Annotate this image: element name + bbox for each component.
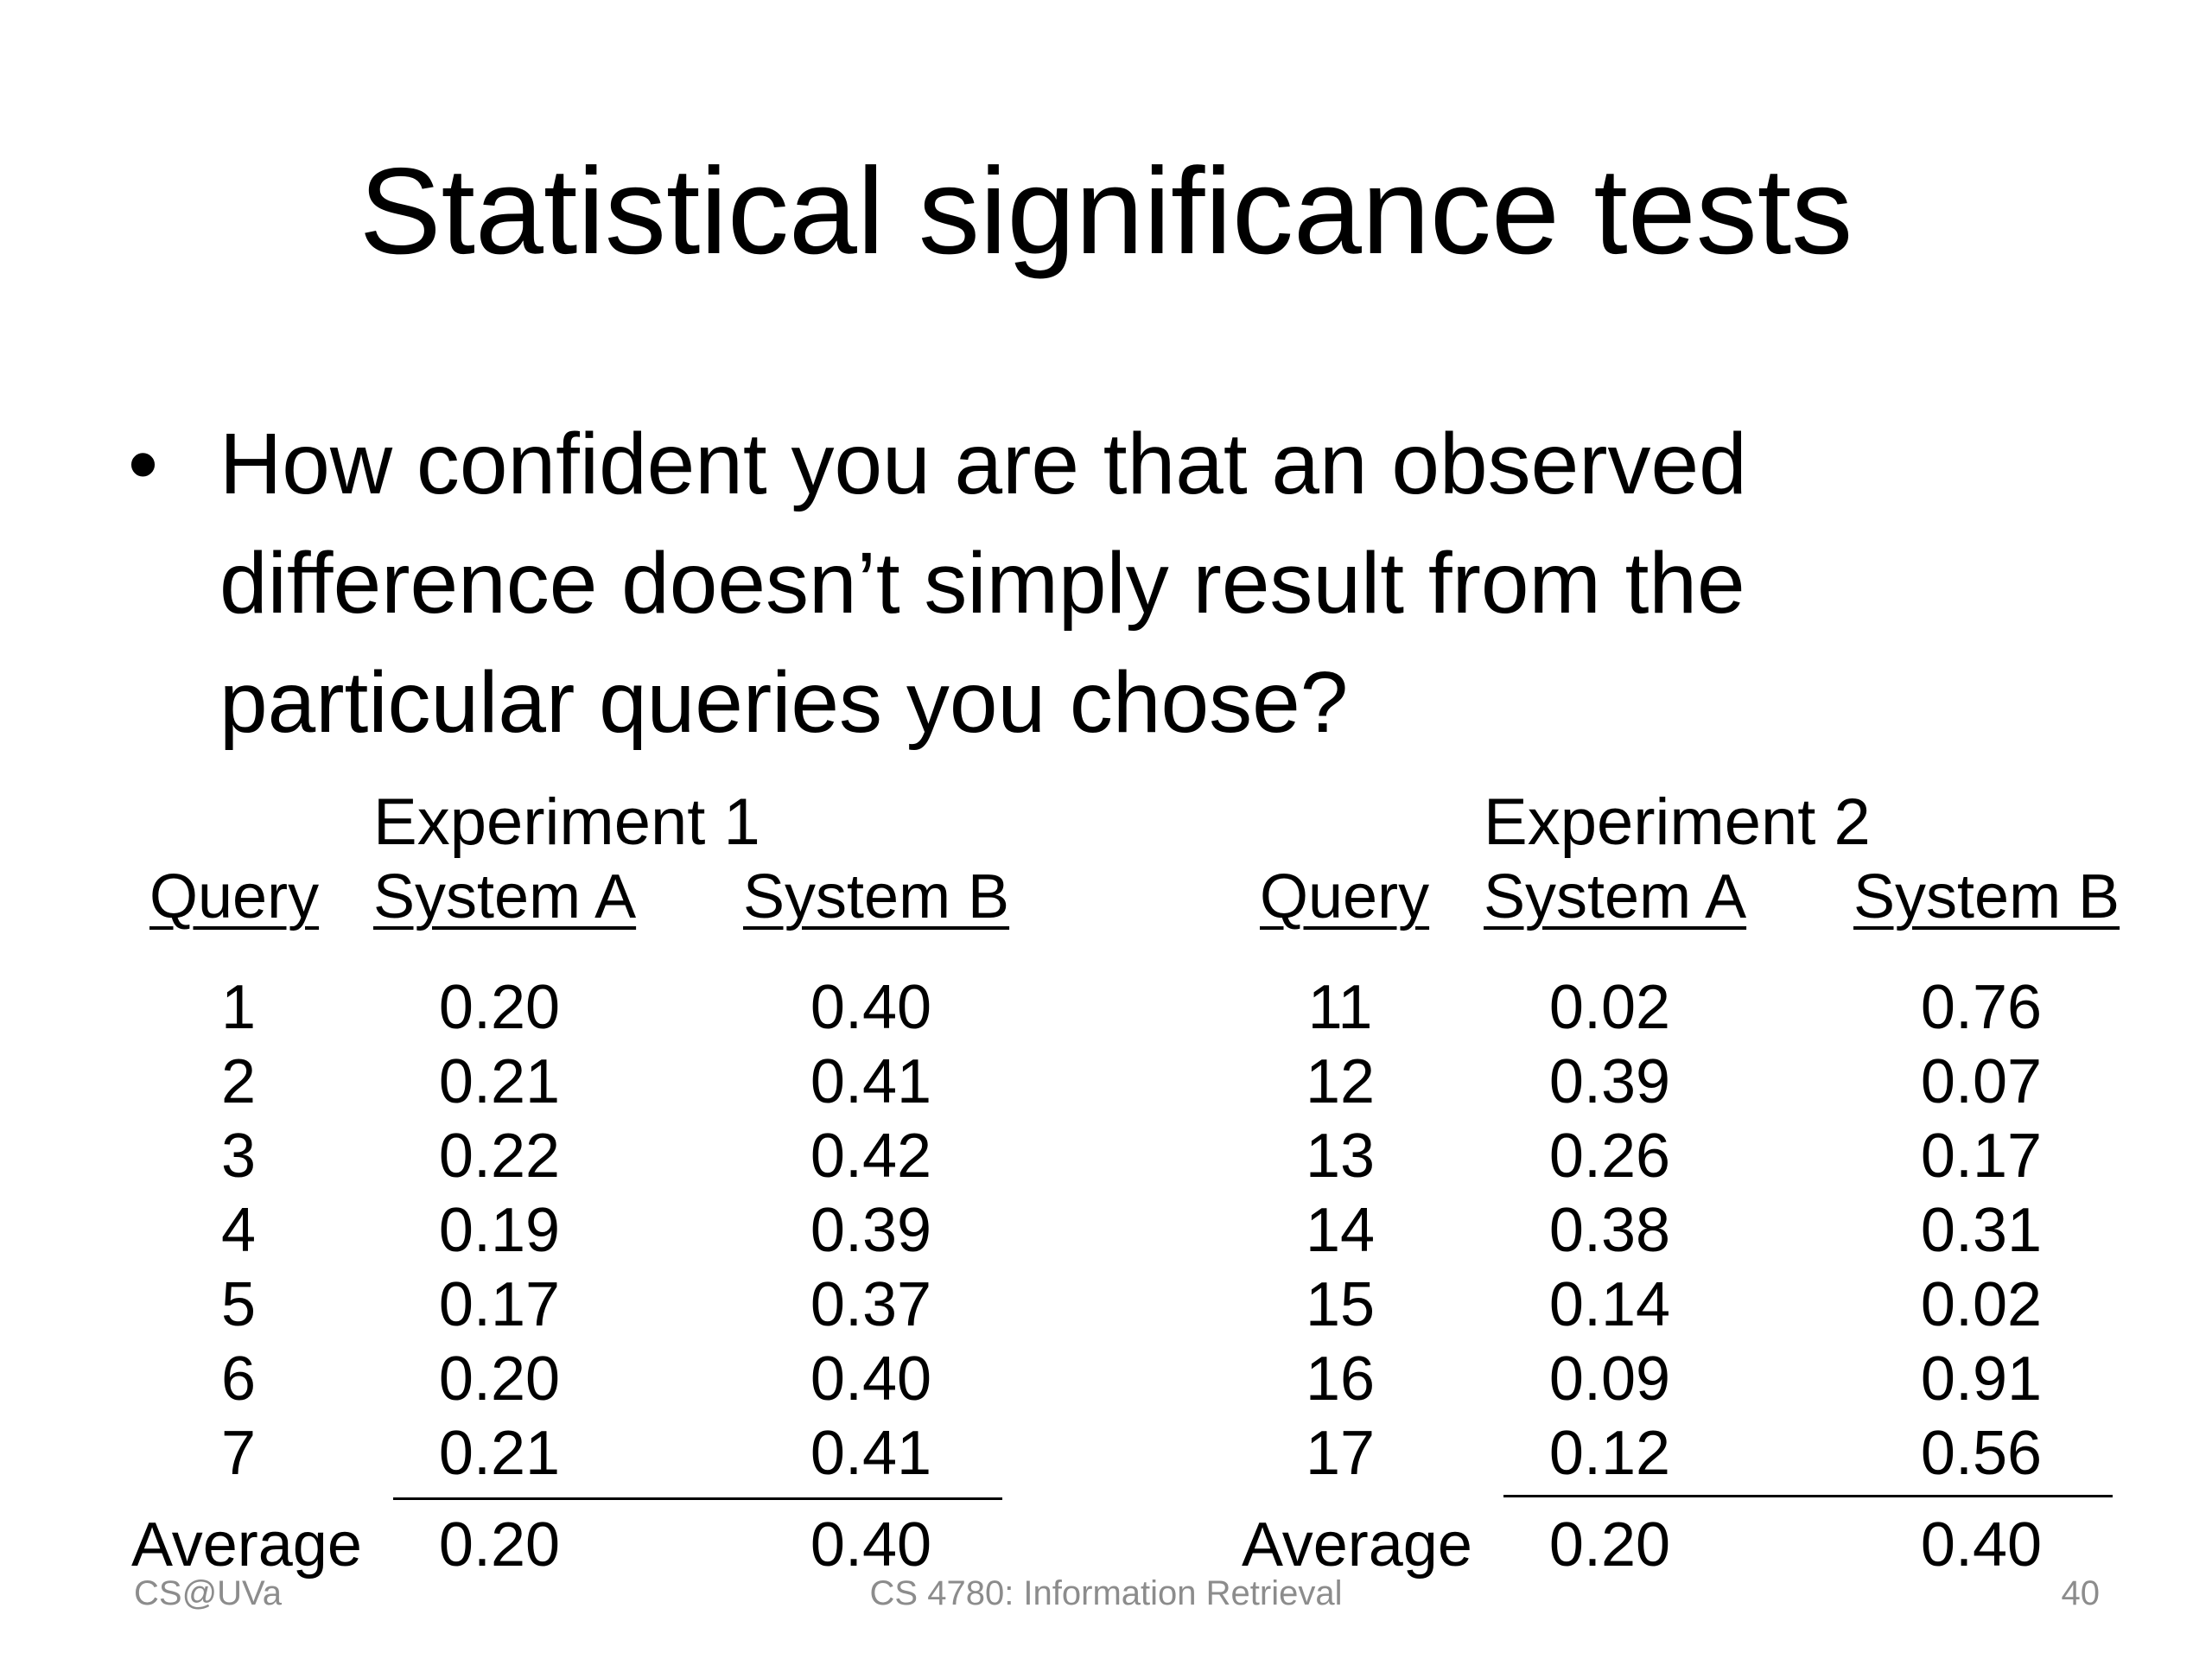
experiment-1-average-a: 0.20 [438,1510,561,1580]
experiment-1-cell-system-a: 0.19 [438,1196,561,1265]
experiment-2-cell-query: 13 [1305,1122,1376,1191]
experiment-1-cell-system-a: 0.17 [438,1270,561,1339]
experiment-1-cell-query: 2 [220,1047,257,1116]
experiment-1-header-query: Query [149,862,320,931]
experiment-2-cell-system-b: 0.91 [1920,1344,2043,1414]
experiment-2-header-system-b: System B [1853,862,2120,931]
experiment-2-title: Experiment 2 [1484,785,1871,859]
bullet-dot-icon: • [128,416,159,512]
experiment-2-average-label: Average [1242,1510,1472,1580]
experiment-1-average-label: Average [131,1510,362,1580]
footer-center: CS 4780: Information Retrieval [869,1574,1343,1612]
experiment-2-cell-query: 15 [1305,1270,1376,1339]
experiment-1-cell-query: 5 [220,1270,257,1339]
experiment-1-cell-system-b: 0.40 [810,1344,932,1414]
experiment-1-cell-system-b: 0.42 [810,1122,932,1191]
experiment-1-cell-system-a: 0.22 [438,1122,561,1191]
slide-title: Statistical significance tests [359,143,1853,280]
experiment-1-cell-system-a: 0.21 [438,1047,561,1116]
experiment-2-cell-system-a: 0.09 [1548,1344,1671,1414]
experiment-1-cell-system-a: 0.20 [438,973,561,1042]
experiment-1-cell-system-a: 0.21 [438,1419,561,1488]
experiment-1-cell-query: 3 [220,1122,257,1191]
experiment-1-header-system-a: System A [373,862,637,931]
experiment-1-cell-query: 1 [220,973,257,1042]
experiment-2-cell-system-b: 0.76 [1920,973,2043,1042]
experiment-2-cell-system-a: 0.12 [1548,1419,1671,1488]
experiment-2-cell-query: 12 [1305,1047,1376,1116]
footer-left: CS@UVa [134,1574,283,1612]
experiment-2-cell-system-b: 0.31 [1920,1196,2043,1265]
experiment-2-cell-query: 11 [1307,973,1373,1042]
experiment-2-cell-system-b: 0.56 [1920,1419,2043,1488]
experiment-1-cell-system-b: 0.41 [810,1419,932,1488]
experiment-2-cell-system-a: 0.39 [1548,1047,1671,1116]
experiment-2-cell-system-b: 0.17 [1920,1122,2043,1191]
experiment-2-cell-system-b: 0.07 [1920,1047,2043,1116]
experiment-1-cell-query: 4 [220,1196,257,1265]
experiment-2-cell-system-a: 0.26 [1548,1122,1671,1191]
experiment-1-cell-system-b: 0.37 [810,1270,932,1339]
experiment-1-cell-query: 6 [220,1344,257,1414]
experiment-1-title: Experiment 1 [373,785,760,859]
experiment-2-average-a: 0.20 [1548,1510,1671,1580]
experiment-1-cell-system-a: 0.20 [438,1344,561,1414]
experiment-2-cell-query: 14 [1305,1196,1376,1265]
experiment-2-cell-query: 16 [1305,1344,1376,1414]
experiment-1-cell-system-b: 0.41 [810,1047,932,1116]
bullet-point: • How confident you are that an observed… [128,404,2115,762]
experiment-1-cell-query: 7 [220,1419,257,1488]
experiment-2-header-system-a: System A [1484,862,1747,931]
bullet-text: How confident you are that an observed d… [219,416,1747,751]
experiment-2-cell-query: 17 [1305,1419,1376,1488]
experiment-2-cell-system-a: 0.02 [1548,973,1671,1042]
experiment-2-average-b: 0.40 [1920,1510,2043,1580]
experiment-2-cell-system-a: 0.14 [1548,1270,1671,1339]
experiment-1-average-b: 0.40 [810,1510,932,1580]
experiment-1-cell-system-b: 0.39 [810,1196,932,1265]
footer-page-number: 40 [2061,1574,2101,1612]
experiment-1-total-rule [393,1497,1002,1500]
experiment-2-cell-system-b: 0.02 [1920,1270,2043,1339]
experiment-1-header-system-b: System B [743,862,1010,931]
experiment-1-cell-system-b: 0.40 [810,973,932,1042]
experiment-2-header-query: Query [1260,862,1430,931]
experiment-2-cell-system-a: 0.38 [1548,1196,1671,1265]
experiment-2-total-rule [1503,1495,2113,1497]
